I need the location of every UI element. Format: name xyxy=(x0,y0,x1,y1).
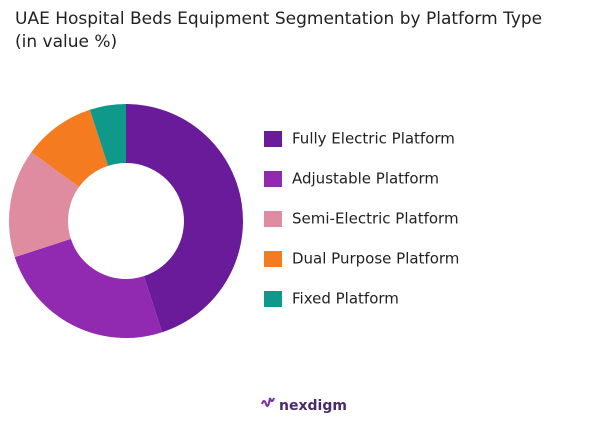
chart-subtitle: (in value %) xyxy=(15,32,117,52)
logo-text: nexdigm xyxy=(279,398,347,414)
legend-label: Fixed Platform xyxy=(292,290,399,308)
donut-segment xyxy=(126,104,244,333)
donut-segment xyxy=(31,109,109,187)
legend-swatch xyxy=(264,171,282,187)
donut-segment xyxy=(14,238,163,338)
donut-segment xyxy=(9,152,80,258)
legend-label: Semi-Electric Platform xyxy=(292,210,459,228)
legend-label: Dual Purpose Platform xyxy=(292,250,459,268)
logo: nexdigm xyxy=(261,397,347,414)
legend-swatch xyxy=(264,251,282,267)
donut-segment xyxy=(89,104,126,166)
legend-swatch xyxy=(264,291,282,307)
legend-label: Fully Electric Platform xyxy=(292,130,455,148)
chart-title: UAE Hospital Beds Equipment Segmentation… xyxy=(15,9,542,29)
logo-icon xyxy=(261,397,275,407)
legend-swatch xyxy=(264,211,282,227)
legend-label: Adjustable Platform xyxy=(292,170,439,188)
legend-swatch xyxy=(264,131,282,147)
